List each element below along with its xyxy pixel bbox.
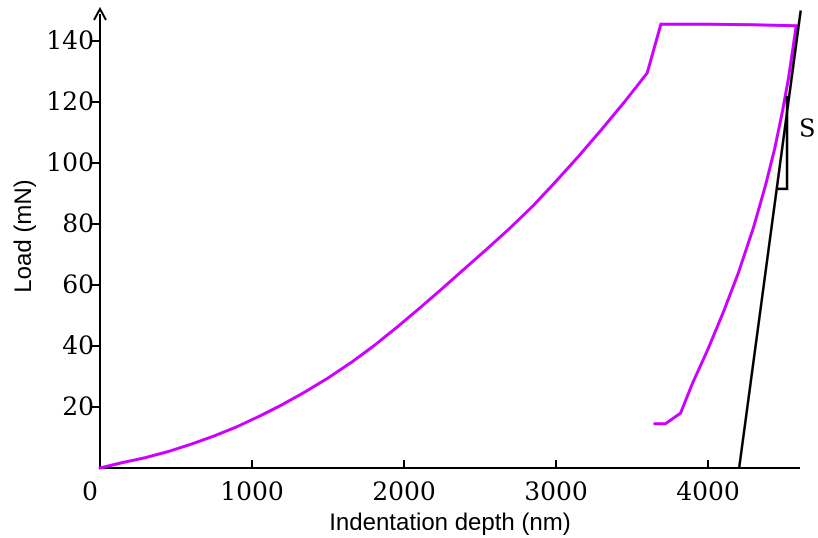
x-tick-label: 2000 [372, 477, 436, 506]
series-layer [98, 22, 798, 470]
y-axis-arrow-icon [93, 6, 107, 21]
x-axis-title: Indentation depth (nm) [329, 509, 571, 536]
tangent-line [737, 10, 802, 469]
y-tick-label: 80 [62, 209, 94, 238]
y-tick-label: 140 [46, 26, 94, 55]
annotation-layer: S [737, 10, 815, 469]
y-tick-label: 100 [46, 148, 94, 177]
y-tick-label: 40 [62, 331, 94, 360]
y-tick-label: 20 [62, 392, 94, 421]
y-axis-title: Load (mN) [10, 179, 37, 292]
x-tick-label: 1000 [220, 477, 284, 506]
unloading-curve [653, 24, 798, 426]
slope-triangle [777, 95, 789, 191]
axes [93, 6, 800, 469]
loading-curve [98, 22, 663, 470]
x-tick-label: 4000 [676, 477, 740, 506]
x-tick-label: 3000 [524, 477, 588, 506]
y-tick-label: 60 [62, 270, 94, 299]
y-tick-label: 120 [46, 87, 94, 116]
stiffness-label: S [799, 114, 815, 142]
x-tick-label: 0 [82, 477, 98, 506]
y-axis-ticks: 20 40 60 80 100 120 140 [46, 26, 100, 421]
hold-curve [659, 22, 798, 28]
x-axis-ticks: 0 1000 2000 3000 4000 [82, 460, 740, 506]
